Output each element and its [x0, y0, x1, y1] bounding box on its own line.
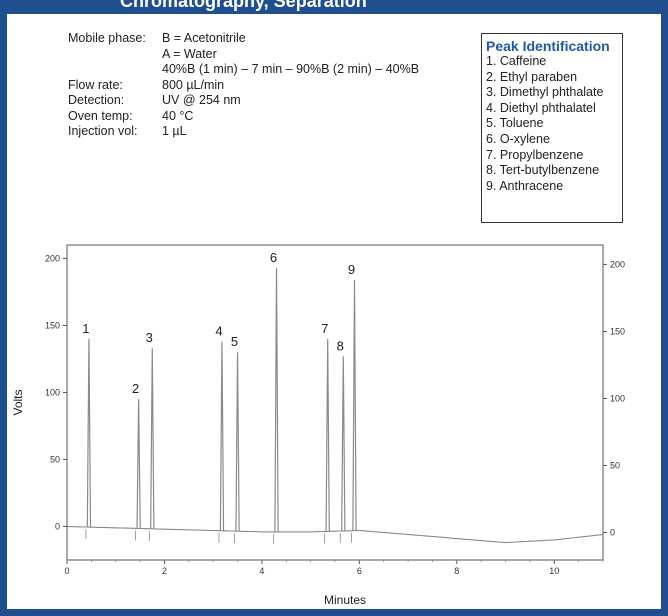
peak-identification-item: 7. Propylbenzene: [486, 147, 584, 162]
peak-label: 6: [270, 250, 277, 265]
condition-label: Detection:: [68, 93, 125, 107]
peak-label: 7: [321, 321, 328, 336]
peak-identification-item: 6. O-xylene: [486, 131, 550, 146]
y-axis-label: Volts: [11, 389, 25, 415]
y-tick-label-right: 200: [610, 259, 625, 269]
peak-5: [235, 352, 240, 532]
condition-row: Mobile phase: B = Acetonitrile: [68, 31, 419, 47]
peak-label: 1: [82, 321, 89, 336]
condition-label: Oven temp:: [68, 108, 133, 123]
plot-frame: [66, 244, 604, 561]
x-tick-label: 4: [259, 566, 264, 576]
peak-label: 3: [146, 330, 153, 345]
peak-label: 2: [132, 381, 139, 396]
condition-value: B = Acetonitrile: [162, 31, 246, 45]
peak-identification-item: 8. Tert-butylbenzene: [486, 163, 600, 178]
y-tick-label-left: 0: [55, 521, 60, 531]
y-tick-label-left: 200: [45, 253, 60, 263]
peak-identification-box: Peak Identification 1. Caffeine 2. Ethyl …: [481, 33, 623, 223]
peak-label: 8: [337, 338, 344, 353]
y-tick-label-right: 150: [610, 326, 625, 336]
y-tick-label-left: 150: [45, 320, 60, 330]
condition-value: UV @ 254 nm: [162, 93, 241, 107]
peak-1: [86, 338, 92, 528]
conditions-list: Mobile phase: B = Acetonitrile A = Water 40…: [68, 31, 419, 140]
condition-row: 40%B (1 min) – 7 min – 90%B (2 min) – 40…: [68, 62, 419, 78]
peak-3: [150, 348, 155, 529]
banner-title: Chromatography, Separation: [120, 0, 367, 11]
condition-label: Flow rate:: [68, 77, 123, 92]
peak-identification-item: 9. Anthracene: [486, 178, 564, 193]
peak-9: [352, 279, 357, 531]
condition-value: 800 µL/min: [162, 77, 225, 92]
x-axis-label: Minutes: [324, 593, 366, 607]
baseline-trace: [66, 525, 604, 544]
peak-identification-title: Peak Identification: [486, 38, 610, 54]
condition-value: A = Water: [162, 46, 217, 61]
condition-value: 40 °C: [162, 108, 194, 123]
condition-row: Oven temp: 40 °C: [68, 109, 419, 125]
condition-value: 40%B (1 min) – 7 min – 90%B (2 min) – 40…: [162, 62, 420, 76]
peak-identification-item: 1. Caffeine: [486, 54, 547, 68]
peak-6: [274, 267, 279, 532]
condition-value: 1 µL: [162, 124, 187, 138]
y-tick-label-right: 50: [610, 460, 620, 470]
y-tick-label-left: 100: [45, 387, 60, 397]
condition-label: Mobile phase:: [68, 31, 146, 45]
peak-4: [219, 341, 225, 531]
header-banner: Chromatography, Separation: [0, 0, 668, 14]
y-tick-label-left: 50: [50, 454, 60, 464]
peak-label: 9: [348, 262, 355, 277]
x-tick-label: 6: [357, 566, 362, 576]
x-tick-label: 2: [162, 566, 167, 576]
condition-row: Injection vol: 1 µL: [68, 124, 419, 140]
peak-label: 4: [215, 324, 222, 339]
x-tick-label: 0: [64, 566, 69, 576]
x-tick-label: 10: [549, 566, 559, 576]
peak-identification-item: 5. Toluene: [486, 116, 544, 131]
peak-2: [136, 399, 141, 529]
peak-identification-item: 3. Dimethyl phthalate: [486, 85, 604, 100]
y-tick-label-right: 0: [610, 527, 615, 537]
y-tick-label-right: 100: [610, 393, 625, 403]
condition-row: A = Water: [68, 47, 419, 63]
peak-label: 5: [231, 334, 238, 349]
peak-8: [341, 356, 346, 531]
peak-identification-list: 1. Caffeine 2. Ethyl paraben 3. Dimethyl p…: [486, 54, 622, 194]
condition-row: Flow rate: 800 µL/min: [68, 78, 419, 94]
peak-7: [325, 338, 330, 532]
peak-identification-item: 4. Diethyl phthalatel: [486, 100, 596, 115]
condition-label: Injection vol:: [68, 124, 138, 138]
condition-row: Detection: UV @ 254 nm: [68, 93, 419, 109]
peak-identification-item: 2. Ethyl paraben: [486, 69, 578, 84]
x-tick-label: 8: [454, 566, 459, 576]
